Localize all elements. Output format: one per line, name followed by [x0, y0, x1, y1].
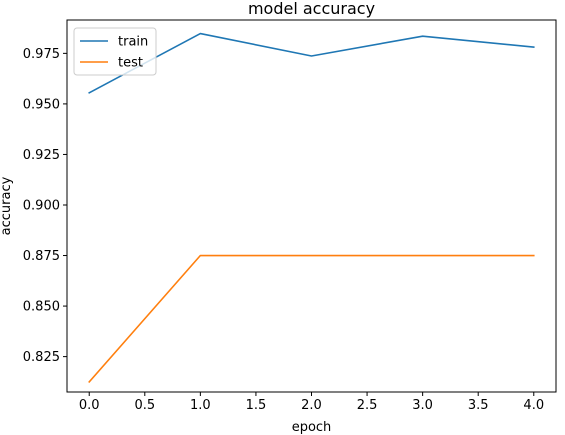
legend-label-test: test — [118, 56, 143, 71]
legend-label-train: train — [118, 35, 148, 50]
x-tick-label: 1.0 — [190, 398, 211, 413]
plot-frame — [66, 19, 557, 393]
x-tick-label: 2.5 — [357, 398, 378, 413]
chart-title: model accuracy — [248, 0, 375, 18]
y-tick-label: 0.825 — [23, 350, 60, 365]
y-tick-label: 0.975 — [23, 47, 60, 62]
x-tick-label: 3.0 — [412, 398, 433, 413]
legend-box — [73, 27, 157, 76]
x-tick-label: 1.5 — [246, 398, 267, 413]
x-tick-label: 0.0 — [79, 398, 100, 413]
y-tick-label: 0.925 — [23, 148, 60, 163]
y-tick-label: 0.850 — [23, 300, 60, 315]
y-tick-label: 0.900 — [23, 198, 60, 213]
x-tick-label: 2.0 — [301, 398, 322, 413]
y-tick-label: 0.950 — [23, 97, 60, 112]
x-axis-title: epoch — [292, 420, 332, 435]
y-axis-title: accuracy — [0, 176, 14, 235]
series-line-test — [88, 254, 535, 384]
x-tick-label: 4.0 — [523, 398, 544, 413]
series-lines — [88, 32, 535, 384]
y-axis-ticks: 0.825 0.850 0.875 0.900 0.925 0.950 0.975 — [23, 47, 67, 365]
x-tick-label: 3.5 — [468, 398, 489, 413]
series-line-train — [88, 32, 535, 94]
y-tick-label: 0.875 — [23, 249, 60, 264]
x-tick-label: 0.5 — [134, 398, 155, 413]
x-axis-ticks: 0.0 0.5 1.0 1.5 2.0 2.5 3.0 3.5 4.0 — [79, 392, 544, 413]
legend: train test — [73, 27, 157, 76]
